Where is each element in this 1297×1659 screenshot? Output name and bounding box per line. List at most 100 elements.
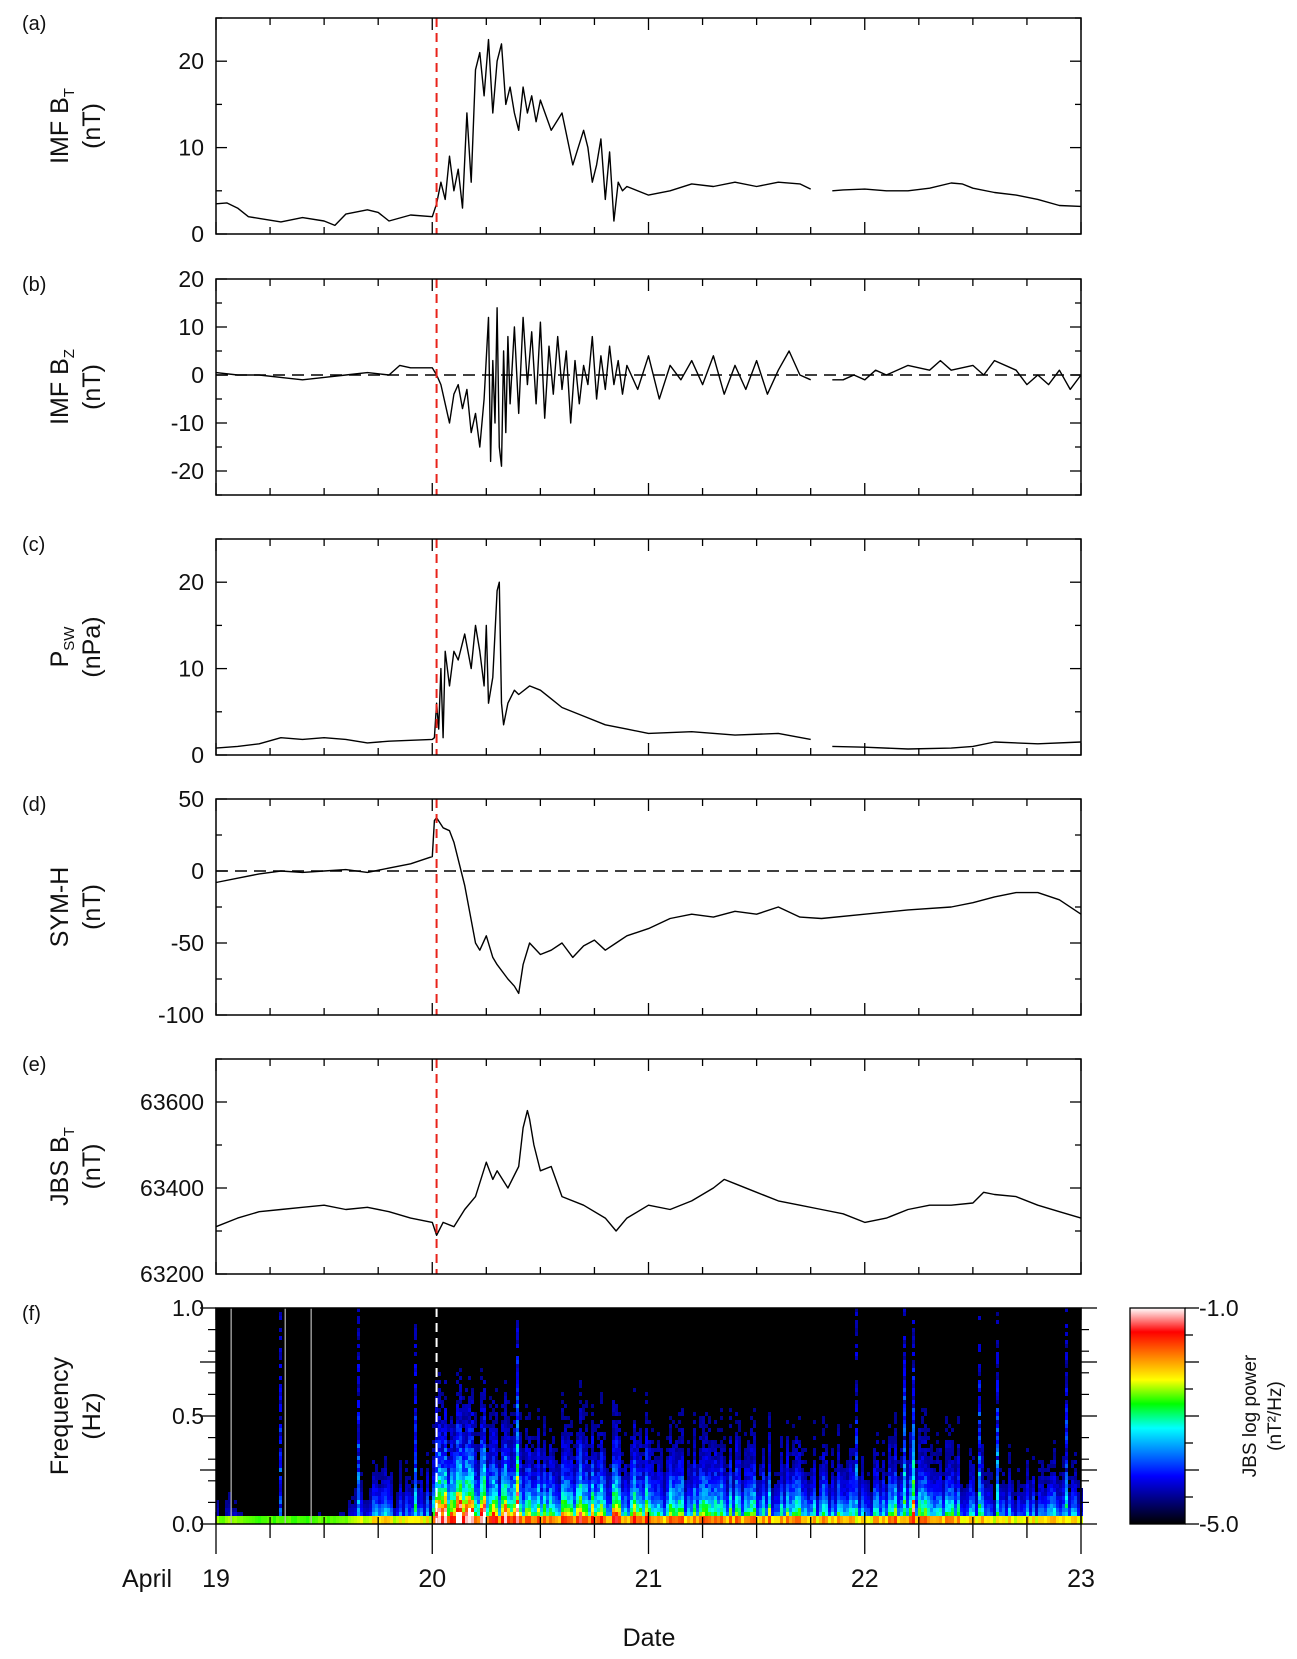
spectrogram-cell: [573, 1504, 576, 1508]
spectrogram-cell: [456, 1404, 459, 1408]
spectrogram-cell: [798, 1416, 801, 1420]
spectrogram-cell: [384, 1472, 387, 1476]
spectrogram-cell: [675, 1484, 678, 1488]
spectrogram-cell: [846, 1480, 849, 1484]
spectrogram-cell: [948, 1468, 951, 1472]
spectrogram-cell: [1026, 1460, 1029, 1464]
spectrogram-cell: [783, 1476, 786, 1480]
spectrogram-cell: [618, 1456, 621, 1460]
spectrogram-cell: [555, 1500, 558, 1504]
spectrogram-cell: [855, 1456, 858, 1460]
spectrogram-cell: [492, 1488, 495, 1492]
spectrogram-cell: [615, 1480, 618, 1484]
spectrogram-cell: [234, 1520, 237, 1524]
spectrogram-cell: [813, 1452, 816, 1456]
spectrogram-cell: [585, 1400, 588, 1404]
spectrogram-cell: [657, 1456, 660, 1460]
spectrogram-cell: [972, 1488, 975, 1492]
spectrogram-cell: [477, 1512, 480, 1516]
spectrogram-cell: [618, 1440, 621, 1444]
spectrogram-cell: [675, 1480, 678, 1484]
spectrogram-cell: [546, 1488, 549, 1492]
spectrogram-cell: [972, 1480, 975, 1484]
spectrogram-cell: [756, 1504, 759, 1508]
spectrogram-cell: [879, 1496, 882, 1500]
y-axis-label-subscript: Z: [61, 349, 78, 358]
spectrogram-cell: [429, 1504, 432, 1508]
spectrogram-cell: [759, 1492, 762, 1496]
spectrogram-cell: [891, 1500, 894, 1504]
spectrogram-cell: [279, 1512, 282, 1516]
spectrogram-cell: [768, 1476, 771, 1480]
spectrogram-cell: [495, 1508, 498, 1512]
spectrogram-cell: [522, 1496, 525, 1500]
spectrogram-cell: [1029, 1508, 1032, 1512]
y-axis-label-main: IMF B: [46, 358, 74, 425]
spectrogram-cell: [456, 1496, 459, 1500]
spectrogram-cell: [1035, 1492, 1038, 1496]
spectrogram-cell: [621, 1512, 624, 1516]
spectrogram-cell: [1017, 1488, 1020, 1492]
spectrogram-cell: [351, 1504, 354, 1508]
spectrogram-cell: [621, 1480, 624, 1484]
spectrogram-cell: [447, 1468, 450, 1472]
spectrogram-cell: [489, 1432, 492, 1436]
spectrogram-cell: [507, 1468, 510, 1472]
spectrogram-cell: [807, 1484, 810, 1488]
spectrogram-cell: [945, 1456, 948, 1460]
spectrogram-cell: [762, 1464, 765, 1468]
spectrogram-cell: [990, 1492, 993, 1496]
spectrogram-cell: [495, 1440, 498, 1444]
spectrogram-cell: [747, 1472, 750, 1476]
spectrogram-cell: [492, 1432, 495, 1436]
spectrogram-cell: [537, 1436, 540, 1440]
spectrogram-cell: [414, 1448, 417, 1452]
spectrogram-cell: [843, 1496, 846, 1500]
spectrogram-cell: [732, 1508, 735, 1512]
spectrogram-cell: [585, 1496, 588, 1500]
spectrogram-cell: [714, 1420, 717, 1424]
spectrogram-cell: [444, 1448, 447, 1452]
spectrogram-cell: [600, 1476, 603, 1480]
spectrogram-cell: [729, 1464, 732, 1468]
spectrogram-cell: [969, 1500, 972, 1504]
spectrogram-cell: [606, 1512, 609, 1516]
spectrogram-cell: [744, 1520, 747, 1524]
spectrogram-cell: [396, 1492, 399, 1496]
spectrogram-cell: [708, 1500, 711, 1504]
spectrogram-cell: [1011, 1512, 1014, 1516]
spectrogram-cell: [999, 1512, 1002, 1516]
spectrogram-cell: [453, 1448, 456, 1452]
spectrogram-cell: [795, 1452, 798, 1456]
spectrogram-cell: [843, 1468, 846, 1472]
spectrogram-cell: [930, 1476, 933, 1480]
spectrogram-cell: [537, 1440, 540, 1444]
spectrogram-cell: [597, 1500, 600, 1504]
spectrogram-cell: [792, 1492, 795, 1496]
spectrogram-cell: [813, 1496, 816, 1500]
spectrogram-cell: [837, 1468, 840, 1472]
spectrogram-cell: [783, 1512, 786, 1516]
spectrogram-cell: [1008, 1460, 1011, 1464]
spectrogram-cell: [903, 1396, 906, 1400]
spectrogram-cell: [426, 1480, 429, 1484]
spectrogram-cell: [444, 1380, 447, 1384]
spectrogram-cell: [741, 1520, 744, 1524]
spectrogram-cell: [615, 1484, 618, 1488]
spectrogram-cell: [714, 1444, 717, 1448]
spectrogram-cell: [531, 1444, 534, 1448]
spectrogram-cell: [450, 1448, 453, 1452]
spectrogram-cell: [804, 1496, 807, 1500]
spectrogram-cell: [903, 1344, 906, 1348]
spectrogram-cell: [594, 1484, 597, 1488]
spectrogram-cell: [228, 1520, 231, 1524]
spectrogram-cell: [480, 1416, 483, 1420]
spectrogram-cell: [462, 1408, 465, 1412]
spectrogram-cell: [501, 1488, 504, 1492]
spectrogram-cell: [774, 1520, 777, 1524]
spectrogram-cell: [495, 1472, 498, 1476]
spectrogram-cell: [648, 1468, 651, 1472]
spectrogram-cell: [432, 1516, 435, 1520]
spectrogram-cell: [486, 1476, 489, 1480]
spectrogram-cell: [774, 1492, 777, 1496]
